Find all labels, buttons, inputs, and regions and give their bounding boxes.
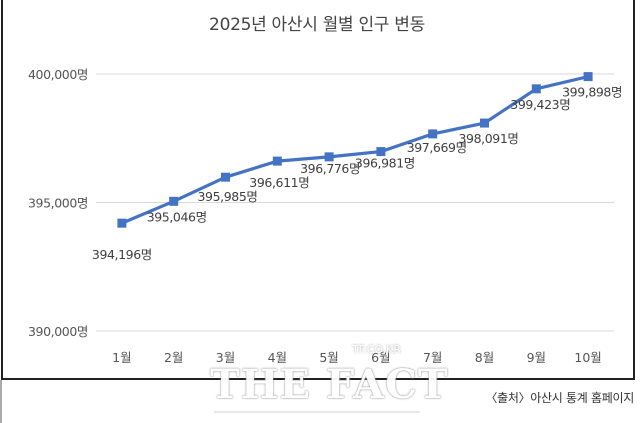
data-label: 395,046명 bbox=[147, 209, 207, 224]
data-label: 398,091명 bbox=[459, 131, 519, 146]
source-note: 〈출처〉아산시 통계 홈페이지 bbox=[485, 391, 634, 405]
x-tick-label: 10월 bbox=[574, 350, 601, 365]
x-tick-label: 2월 bbox=[164, 350, 183, 365]
y-tick-label: 390,000명 bbox=[28, 324, 88, 339]
y-tick-label: 395,000명 bbox=[28, 196, 88, 211]
data-label: 399,423명 bbox=[510, 97, 570, 112]
chart-frame bbox=[1, 0, 635, 380]
data-label: 397,669명 bbox=[407, 140, 467, 155]
data-label: 395,985명 bbox=[198, 189, 258, 204]
data-point-marker bbox=[428, 129, 438, 139]
x-tick-label: 7월 bbox=[423, 350, 442, 365]
data-label: 399,898명 bbox=[562, 85, 622, 100]
series-line bbox=[121, 75, 589, 225]
data-point-marker bbox=[583, 72, 593, 82]
x-tick-label: 1월 bbox=[112, 350, 131, 365]
data-point-marker bbox=[324, 152, 334, 162]
data-point-marker bbox=[169, 196, 179, 206]
x-tick-label: 5월 bbox=[319, 350, 338, 365]
left-edge bbox=[0, 380, 2, 423]
watermark-logo: THE FACT bbox=[210, 361, 449, 408]
y-tick-label: 400,000명 bbox=[28, 67, 88, 82]
chart-title: 2025년 아산시 월별 인구 변동 bbox=[209, 15, 425, 35]
data-point-marker bbox=[117, 218, 127, 228]
x-tick-label: 9월 bbox=[527, 350, 546, 365]
data-label: 396,611명 bbox=[249, 175, 309, 190]
data-point-marker bbox=[531, 84, 541, 94]
data-label: 396,776명 bbox=[300, 161, 360, 176]
x-tick-label: 8월 bbox=[475, 350, 494, 365]
data-label: 396,981명 bbox=[355, 156, 415, 171]
data-label: 394,196명 bbox=[92, 247, 152, 262]
data-point-marker bbox=[272, 156, 282, 166]
x-tick-label: 6월 bbox=[371, 350, 390, 365]
x-tick-label: 4월 bbox=[268, 350, 287, 365]
watermark-underline bbox=[214, 411, 420, 413]
x-tick-label: 3월 bbox=[216, 350, 235, 365]
data-point-marker bbox=[376, 147, 386, 157]
data-point-marker bbox=[480, 118, 489, 128]
watermark-url: TF.CO.KR bbox=[352, 343, 402, 356]
data-point-marker bbox=[221, 172, 230, 182]
